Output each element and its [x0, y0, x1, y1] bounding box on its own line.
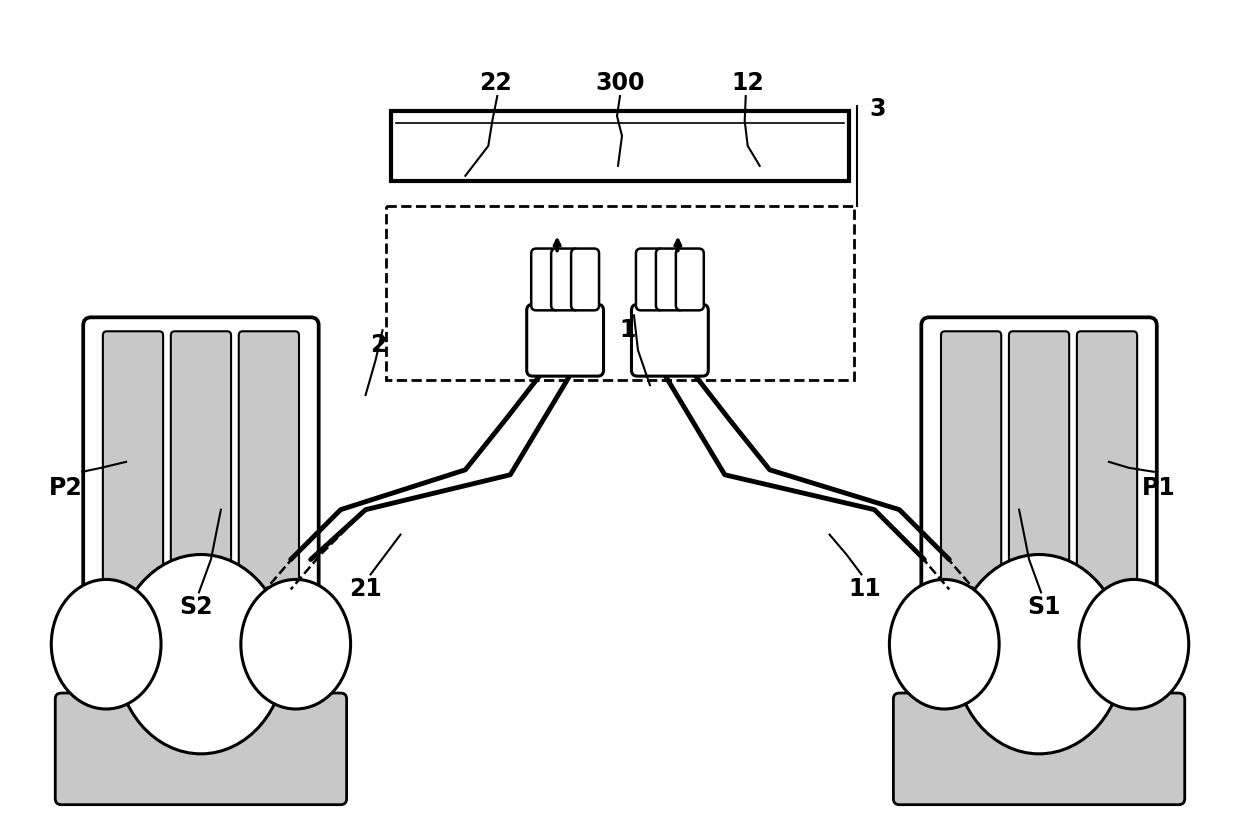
- FancyBboxPatch shape: [1009, 331, 1069, 628]
- FancyBboxPatch shape: [676, 249, 704, 311]
- Ellipse shape: [51, 579, 161, 709]
- Ellipse shape: [1079, 579, 1189, 709]
- Text: S1: S1: [1027, 595, 1060, 620]
- FancyBboxPatch shape: [941, 331, 1001, 628]
- FancyBboxPatch shape: [527, 304, 604, 376]
- FancyBboxPatch shape: [919, 634, 1159, 695]
- Ellipse shape: [889, 579, 999, 709]
- FancyBboxPatch shape: [631, 304, 708, 376]
- FancyBboxPatch shape: [1076, 331, 1137, 628]
- FancyBboxPatch shape: [636, 249, 663, 311]
- Text: 22: 22: [479, 71, 512, 95]
- Text: 11: 11: [848, 578, 880, 602]
- Text: S2: S2: [180, 595, 213, 620]
- FancyBboxPatch shape: [551, 249, 579, 311]
- FancyBboxPatch shape: [81, 634, 321, 695]
- Text: P2: P2: [50, 475, 83, 499]
- FancyBboxPatch shape: [656, 249, 683, 311]
- FancyBboxPatch shape: [531, 249, 559, 311]
- FancyBboxPatch shape: [921, 317, 1157, 642]
- Ellipse shape: [955, 555, 1123, 754]
- FancyBboxPatch shape: [56, 693, 347, 805]
- Text: 3: 3: [869, 97, 885, 121]
- FancyBboxPatch shape: [171, 331, 231, 628]
- Text: 21: 21: [350, 578, 382, 602]
- FancyBboxPatch shape: [893, 693, 1184, 805]
- Bar: [386, 206, 854, 380]
- Ellipse shape: [117, 555, 285, 754]
- Text: P1: P1: [1142, 475, 1176, 499]
- FancyBboxPatch shape: [103, 331, 164, 628]
- FancyBboxPatch shape: [83, 317, 319, 642]
- Text: 1: 1: [620, 318, 636, 342]
- Text: 2: 2: [371, 333, 387, 358]
- FancyBboxPatch shape: [572, 249, 599, 311]
- Text: 300: 300: [595, 71, 645, 95]
- Ellipse shape: [241, 579, 351, 709]
- Text: 12: 12: [732, 71, 764, 95]
- FancyBboxPatch shape: [239, 331, 299, 628]
- Bar: [391, 111, 849, 180]
